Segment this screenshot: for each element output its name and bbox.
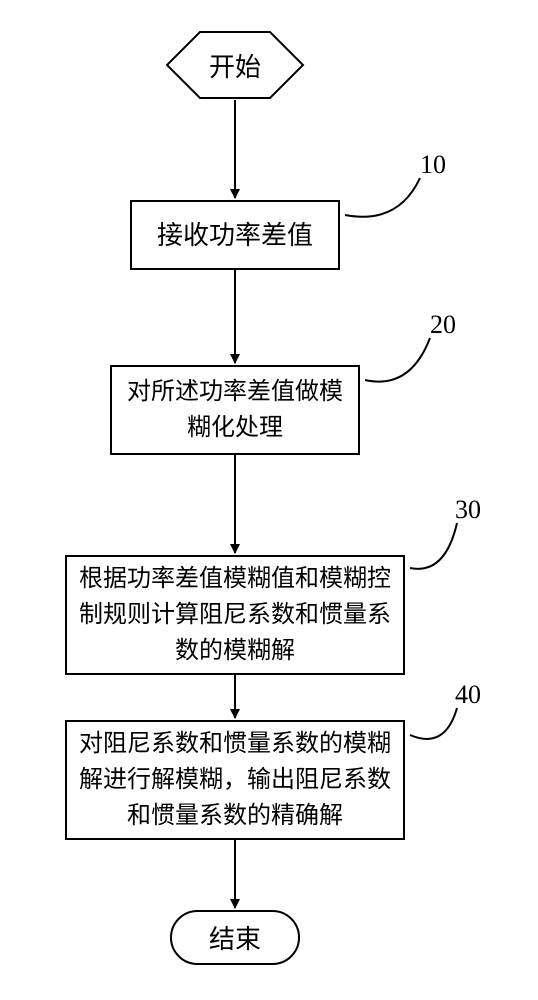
leader-20	[365, 338, 430, 382]
tag-30: 30	[455, 495, 481, 525]
step-10-node: 接收功率差值	[130, 200, 340, 270]
tag-20: 20	[430, 310, 456, 340]
end-label: 结束	[209, 919, 261, 956]
end-node: 结束	[170, 910, 300, 965]
step-30-text: 根据功率差值模糊值和模糊控制规则计算阻尼系数和惯量系数的模糊解	[79, 561, 391, 669]
step-20-node: 对所述功率差值做模糊化处理	[110, 365, 360, 455]
leader-30	[410, 523, 457, 569]
start-node: 开始	[165, 30, 305, 100]
step-30-node: 根据功率差值模糊值和模糊控制规则计算阻尼系数和惯量系数的模糊解	[65, 555, 405, 675]
flowchart-canvas: 开始 接收功率差值 对所述功率差值做模糊化处理 根据功率差值模糊值和模糊控制规则…	[0, 0, 538, 1000]
step-40-node: 对阻尼系数和惯量系数的模糊解进行解模糊，输出阻尼系数和惯量系数的精确解	[65, 720, 405, 840]
tag-40: 40	[455, 680, 481, 710]
step-10-text: 接收功率差值	[157, 216, 313, 255]
leader-10	[345, 178, 420, 217]
step-20-text: 对所述功率差值做模糊化处理	[124, 374, 346, 446]
leader-40	[410, 708, 457, 739]
start-label: 开始	[209, 47, 261, 84]
tag-10: 10	[420, 150, 446, 180]
step-40-text: 对阻尼系数和惯量系数的模糊解进行解模糊，输出阻尼系数和惯量系数的精确解	[79, 726, 391, 834]
